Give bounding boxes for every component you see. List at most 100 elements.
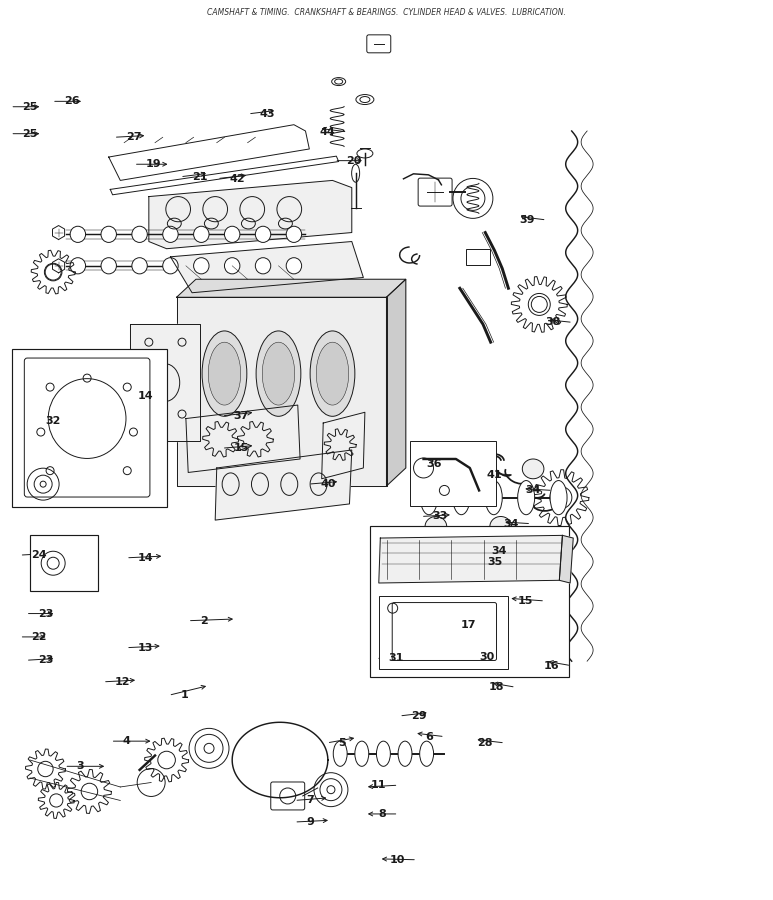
Ellipse shape bbox=[518, 481, 535, 515]
Text: 8: 8 bbox=[379, 809, 386, 819]
Ellipse shape bbox=[255, 226, 271, 242]
Text: 11: 11 bbox=[371, 780, 386, 790]
Text: 44: 44 bbox=[320, 127, 335, 137]
Ellipse shape bbox=[453, 481, 470, 515]
Text: 15: 15 bbox=[518, 596, 533, 606]
Ellipse shape bbox=[132, 257, 148, 274]
Text: 13: 13 bbox=[138, 643, 153, 652]
Ellipse shape bbox=[255, 257, 271, 274]
Text: 4: 4 bbox=[123, 736, 131, 746]
Ellipse shape bbox=[70, 226, 86, 242]
Ellipse shape bbox=[208, 342, 240, 405]
Ellipse shape bbox=[70, 257, 86, 274]
Ellipse shape bbox=[550, 481, 567, 515]
Polygon shape bbox=[322, 412, 365, 479]
Ellipse shape bbox=[485, 481, 502, 515]
Polygon shape bbox=[176, 297, 386, 486]
Polygon shape bbox=[560, 536, 574, 583]
Ellipse shape bbox=[256, 331, 301, 417]
Text: 28: 28 bbox=[478, 738, 493, 748]
Text: 24: 24 bbox=[32, 550, 47, 560]
Ellipse shape bbox=[523, 459, 544, 479]
FancyBboxPatch shape bbox=[369, 526, 569, 678]
Text: 1: 1 bbox=[180, 690, 189, 700]
Text: 26: 26 bbox=[64, 96, 80, 106]
Text: 33: 33 bbox=[433, 511, 448, 521]
Polygon shape bbox=[186, 405, 300, 472]
Ellipse shape bbox=[163, 226, 178, 242]
Text: 41: 41 bbox=[487, 470, 502, 481]
Text: 21: 21 bbox=[192, 172, 208, 182]
Text: 10: 10 bbox=[390, 855, 405, 865]
Text: 15: 15 bbox=[233, 443, 249, 454]
FancyBboxPatch shape bbox=[410, 441, 496, 506]
Polygon shape bbox=[386, 279, 406, 486]
Text: 14: 14 bbox=[138, 392, 154, 401]
Polygon shape bbox=[131, 324, 199, 441]
Text: 16: 16 bbox=[543, 661, 560, 670]
Text: 5: 5 bbox=[339, 738, 346, 748]
Text: 30: 30 bbox=[479, 652, 495, 662]
Polygon shape bbox=[379, 536, 563, 583]
Text: 9: 9 bbox=[306, 817, 314, 827]
Ellipse shape bbox=[376, 741, 390, 766]
Polygon shape bbox=[111, 157, 339, 194]
Ellipse shape bbox=[458, 459, 479, 479]
Ellipse shape bbox=[224, 257, 240, 274]
Text: 2: 2 bbox=[199, 616, 207, 625]
Ellipse shape bbox=[286, 226, 301, 242]
Ellipse shape bbox=[316, 342, 349, 405]
Text: 38: 38 bbox=[546, 318, 561, 328]
Text: 36: 36 bbox=[427, 459, 442, 470]
Text: 25: 25 bbox=[22, 102, 38, 112]
Text: CAMSHAFT & TIMING.  CRANKSHAFT & BEARINGS.  CYLINDER HEAD & VALVES.  LUBRICATION: CAMSHAFT & TIMING. CRANKSHAFT & BEARINGS… bbox=[207, 8, 566, 17]
Ellipse shape bbox=[132, 226, 148, 242]
Ellipse shape bbox=[398, 741, 412, 766]
Ellipse shape bbox=[355, 741, 369, 766]
Polygon shape bbox=[109, 125, 309, 180]
FancyBboxPatch shape bbox=[12, 349, 167, 507]
Ellipse shape bbox=[333, 741, 347, 766]
Ellipse shape bbox=[101, 257, 117, 274]
Ellipse shape bbox=[490, 517, 512, 536]
Text: 23: 23 bbox=[38, 655, 53, 665]
Ellipse shape bbox=[310, 331, 355, 417]
Ellipse shape bbox=[262, 342, 295, 405]
Ellipse shape bbox=[421, 481, 438, 515]
Ellipse shape bbox=[163, 257, 178, 274]
Text: 14: 14 bbox=[138, 553, 154, 562]
Text: 20: 20 bbox=[346, 156, 362, 166]
Text: 40: 40 bbox=[320, 479, 335, 489]
Text: 27: 27 bbox=[126, 132, 141, 142]
Polygon shape bbox=[171, 241, 363, 292]
FancyBboxPatch shape bbox=[379, 596, 509, 670]
Polygon shape bbox=[149, 180, 352, 248]
Polygon shape bbox=[176, 279, 406, 297]
Text: 3: 3 bbox=[77, 761, 84, 771]
Text: 42: 42 bbox=[229, 174, 245, 184]
Text: 19: 19 bbox=[146, 159, 162, 169]
Text: 6: 6 bbox=[425, 732, 433, 742]
Text: 34: 34 bbox=[492, 545, 507, 555]
Text: 37: 37 bbox=[233, 411, 249, 421]
Text: 17: 17 bbox=[461, 620, 476, 630]
Text: 39: 39 bbox=[519, 215, 535, 225]
Text: 7: 7 bbox=[306, 796, 314, 806]
Text: 29: 29 bbox=[411, 711, 427, 721]
Text: 32: 32 bbox=[46, 416, 61, 427]
Polygon shape bbox=[215, 450, 352, 520]
Text: 34: 34 bbox=[526, 485, 541, 495]
Text: 23: 23 bbox=[38, 608, 53, 618]
Ellipse shape bbox=[286, 257, 301, 274]
Text: 31: 31 bbox=[388, 653, 404, 663]
Text: 25: 25 bbox=[22, 129, 38, 139]
FancyBboxPatch shape bbox=[30, 536, 98, 591]
Ellipse shape bbox=[193, 226, 209, 242]
Ellipse shape bbox=[101, 226, 117, 242]
Text: 43: 43 bbox=[260, 109, 275, 119]
Ellipse shape bbox=[202, 331, 247, 417]
Ellipse shape bbox=[193, 257, 209, 274]
Ellipse shape bbox=[420, 741, 434, 766]
Text: 22: 22 bbox=[32, 632, 47, 642]
Ellipse shape bbox=[425, 517, 447, 536]
